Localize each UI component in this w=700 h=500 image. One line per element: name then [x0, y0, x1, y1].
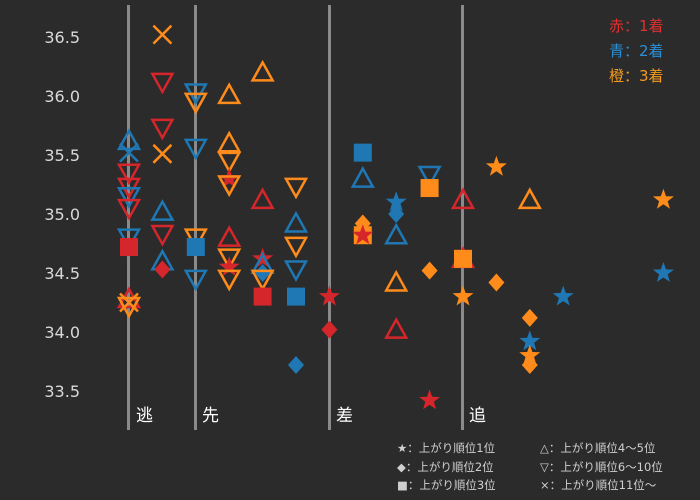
triangle-down-marker	[183, 92, 208, 115]
star-marker	[552, 285, 574, 306]
star-marker	[218, 256, 240, 276]
diamond-marker	[288, 356, 304, 375]
legend-triangle-down: ▽：上がり順位6～10位	[540, 460, 663, 474]
triangle-up-marker	[217, 82, 242, 105]
square-marker	[353, 143, 372, 162]
color-legend: 赤：1着 青：2着 橙：3着	[609, 17, 664, 85]
y-tick-label: 35.5	[44, 146, 80, 165]
divider-line	[328, 5, 331, 430]
triangle-down-marker	[183, 138, 208, 161]
divider-line	[461, 5, 464, 430]
triangle-up-marker	[250, 187, 275, 210]
triangle-down-marker	[217, 248, 242, 271]
triangle-down-marker	[150, 224, 175, 247]
y-tick-label: 35.0	[44, 205, 80, 224]
star-marker	[252, 247, 274, 268]
square-marker	[186, 238, 205, 257]
triangle-down-marker	[250, 269, 275, 292]
triangle-down-marker	[283, 260, 309, 283]
cross-marker	[152, 24, 173, 45]
triangle-down-marker	[217, 269, 242, 292]
star-marker	[652, 188, 674, 209]
section-labels: 逃 先 差 追	[136, 406, 486, 426]
cross-marker	[119, 292, 139, 313]
triangle-down-marker	[150, 118, 175, 141]
triangle-down-marker	[283, 236, 309, 259]
triangle-down-marker	[116, 198, 142, 221]
cross-marker	[119, 142, 139, 163]
legend-orange: 橙：3着	[609, 67, 664, 85]
star-marker	[519, 344, 541, 365]
star-marker	[419, 389, 441, 410]
section-label-sen: 先	[202, 406, 219, 426]
square-marker	[454, 249, 472, 268]
shape-legend: ★：上がり順位1位 △：上がり順位4～5位 ◆：上がり順位2位 ▽：上がり順位6…	[397, 441, 663, 492]
square-marker	[287, 287, 305, 306]
diamond-marker	[521, 308, 538, 327]
star-marker	[452, 285, 474, 306]
divider-line	[194, 5, 197, 430]
triangle-up-marker	[217, 225, 242, 247]
diamond-marker	[154, 260, 171, 279]
triangle-up-marker	[150, 199, 175, 221]
diamond-marker	[521, 356, 538, 375]
triangle-up-marker	[350, 166, 375, 188]
diamond-marker	[388, 205, 405, 223]
triangle-down-marker	[183, 269, 208, 292]
legend-square: ■：上がり順位3位	[397, 478, 496, 492]
triangle-down-marker	[417, 165, 442, 188]
triangle-up-marker	[450, 187, 476, 210]
section-label-sashi: 差	[336, 406, 353, 426]
triangle-up-marker	[283, 210, 309, 233]
triangle-up-marker	[384, 269, 409, 292]
triangle-down-marker	[150, 72, 175, 95]
triangle-up-marker	[250, 59, 275, 82]
diamond-marker	[321, 320, 338, 339]
triangle-down-marker	[116, 163, 142, 186]
legend-cross: ×：上がり順位11位～	[540, 478, 657, 492]
star-marker	[385, 191, 407, 212]
triangle-up-marker	[517, 187, 542, 210]
legend-triangle-up: △：上がり順位4～5位	[540, 441, 655, 455]
y-tick-label: 34.5	[44, 264, 80, 283]
data-points	[116, 24, 674, 410]
y-tick-label: 36.5	[44, 28, 80, 47]
y-axis-ticks: 36.5 36.0 35.5 35.0 34.5 34.0 33.5	[44, 28, 80, 401]
triangle-down-marker	[217, 151, 242, 174]
y-tick-label: 36.0	[44, 87, 80, 106]
y-tick-label: 34.0	[44, 323, 80, 342]
star-marker	[318, 285, 340, 306]
square-marker	[120, 238, 138, 257]
diamond-marker	[254, 264, 271, 282]
diamond-marker	[421, 261, 438, 280]
legend-star: ★：上がり順位1位	[397, 441, 495, 455]
triangle-down-marker	[217, 175, 242, 198]
section-label-oi: 追	[469, 406, 486, 426]
triangle-up-marker	[116, 128, 142, 151]
legend-blue: 青：2着	[609, 42, 664, 60]
star-marker	[485, 155, 507, 176]
square-marker	[253, 287, 272, 306]
legend-red: 赤：1着	[609, 17, 664, 35]
triangle-up-marker	[384, 222, 409, 245]
triangle-down-marker	[116, 187, 142, 209]
triangle-down-marker	[283, 177, 309, 200]
triangle-up-marker	[384, 317, 409, 339]
star-marker	[519, 330, 541, 351]
square-marker	[420, 179, 439, 198]
star-marker	[352, 224, 374, 245]
y-tick-label: 33.5	[44, 382, 80, 401]
diamond-marker	[488, 273, 505, 292]
triangle-up-marker	[217, 130, 242, 153]
cross-marker	[152, 143, 173, 164]
legend-diamond: ◆：上がり順位2位	[397, 460, 494, 474]
star-marker	[652, 262, 674, 282]
section-label-nige: 逃	[136, 406, 153, 426]
